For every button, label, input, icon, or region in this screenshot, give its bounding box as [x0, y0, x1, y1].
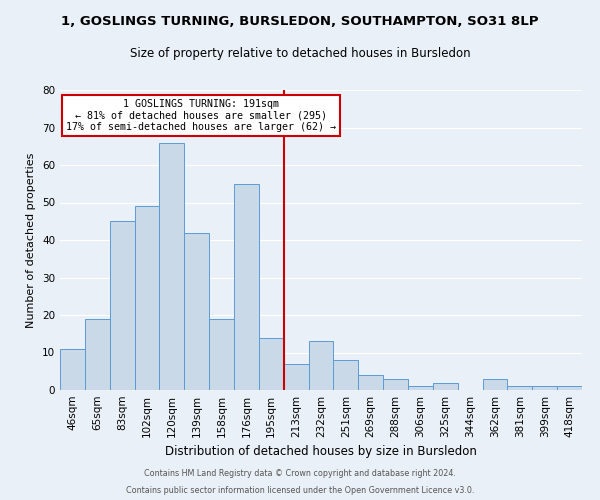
Bar [557, 386, 582, 390]
Bar [308, 341, 334, 390]
Bar [234, 184, 259, 390]
Y-axis label: Number of detached properties: Number of detached properties [26, 152, 37, 328]
Bar [134, 206, 160, 390]
Bar [284, 364, 308, 390]
Bar [209, 319, 234, 390]
Bar [259, 338, 284, 390]
Bar [334, 360, 358, 390]
Text: Size of property relative to detached houses in Bursledon: Size of property relative to detached ho… [130, 48, 470, 60]
Bar [532, 386, 557, 390]
Bar [383, 379, 408, 390]
Bar [358, 375, 383, 390]
Bar [433, 382, 458, 390]
Bar [85, 319, 110, 390]
Text: 1 GOSLINGS TURNING: 191sqm
← 81% of detached houses are smaller (295)
17% of sem: 1 GOSLINGS TURNING: 191sqm ← 81% of deta… [66, 99, 336, 132]
Bar [184, 232, 209, 390]
X-axis label: Distribution of detached houses by size in Bursledon: Distribution of detached houses by size … [165, 446, 477, 458]
Bar [160, 142, 184, 390]
Text: 1, GOSLINGS TURNING, BURSLEDON, SOUTHAMPTON, SO31 8LP: 1, GOSLINGS TURNING, BURSLEDON, SOUTHAMP… [61, 15, 539, 28]
Bar [508, 386, 532, 390]
Bar [482, 379, 508, 390]
Text: Contains HM Land Registry data © Crown copyright and database right 2024.: Contains HM Land Registry data © Crown c… [144, 468, 456, 477]
Bar [110, 221, 134, 390]
Bar [60, 349, 85, 390]
Bar [408, 386, 433, 390]
Text: Contains public sector information licensed under the Open Government Licence v3: Contains public sector information licen… [126, 486, 474, 495]
